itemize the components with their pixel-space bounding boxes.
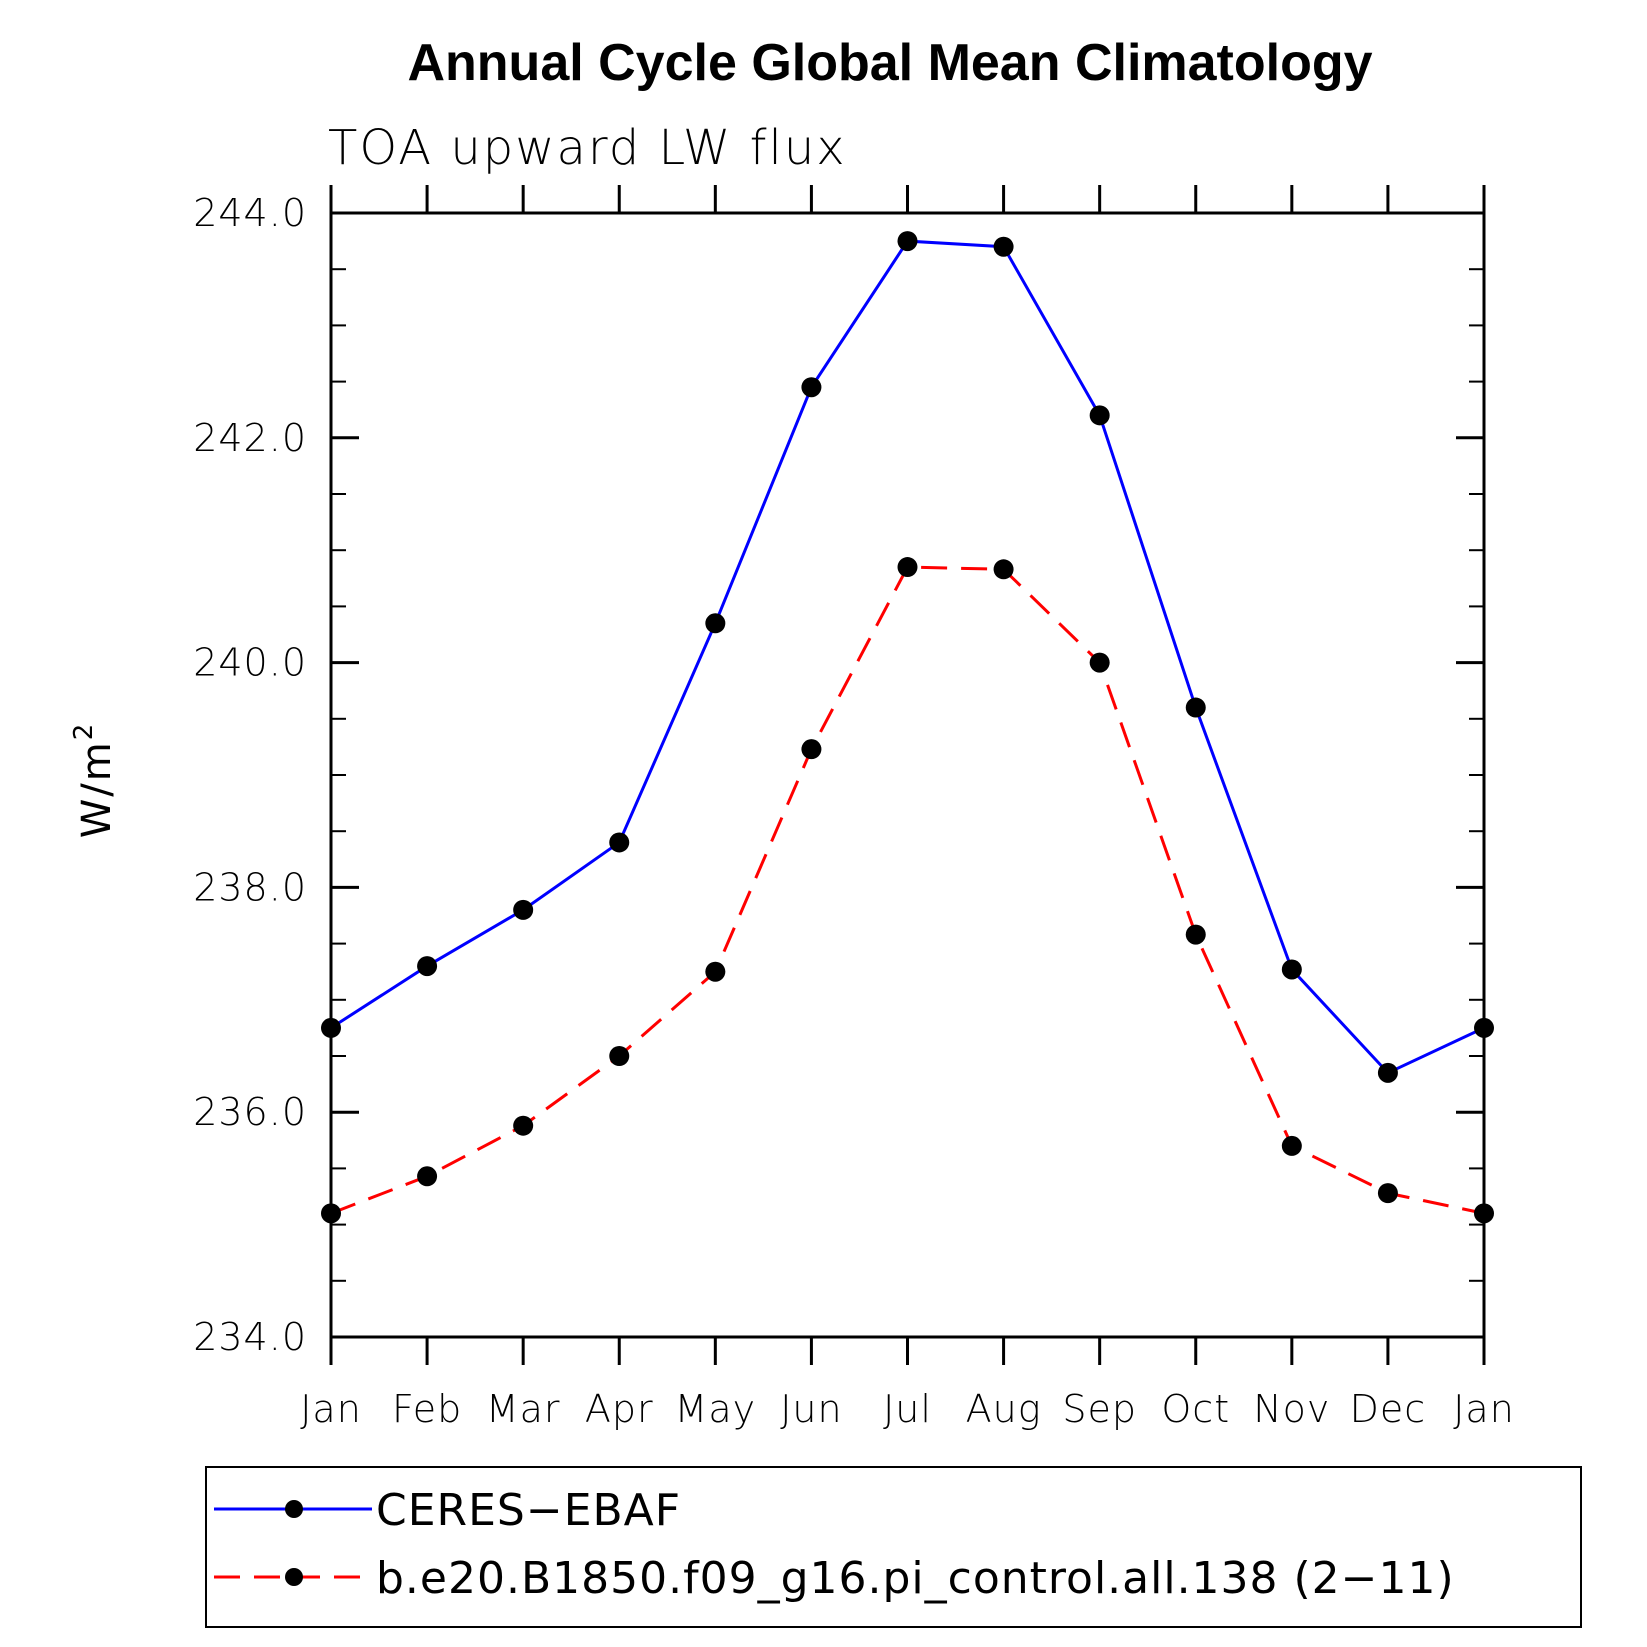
x-tick-label: Sep xyxy=(1062,1387,1137,1431)
x-tick-label: Aug xyxy=(966,1387,1042,1431)
series-2-point xyxy=(1185,924,1206,945)
series-1-point xyxy=(1089,405,1110,426)
series-2-point xyxy=(1377,1183,1398,1204)
series-2-point xyxy=(1474,1203,1494,1224)
legend-marker-series-1 xyxy=(285,1500,303,1518)
y-tick-label: 236.0 xyxy=(193,1090,307,1134)
series-1-point xyxy=(801,377,822,398)
x-tick-label: Feb xyxy=(392,1387,462,1431)
series-2-point xyxy=(897,557,918,578)
series-1-point xyxy=(1474,1017,1494,1038)
chart-subtitle: TOA upward LW flux xyxy=(328,120,847,176)
legend-label-series-2: b.e20.B1850.f09_g16.pi_control.all.138 (… xyxy=(376,1553,1455,1604)
series-1-point xyxy=(417,956,438,977)
series-2-point xyxy=(801,739,822,760)
x-axis: Jan Feb Mar Apr May Jun Jul Aug Sep Oct Nov Dec Jan xyxy=(300,185,1515,1431)
series-1-point xyxy=(321,1017,341,1038)
plot-frame xyxy=(329,211,1486,1339)
y-axis-label-sup: 2 xyxy=(69,722,99,741)
series-line-2 xyxy=(330,565,1485,1215)
x-tick-label: Jul xyxy=(883,1387,932,1431)
x-tick-label: Dec xyxy=(1350,1387,1427,1431)
series-1-point xyxy=(513,899,534,920)
series-1-point xyxy=(705,613,726,634)
legend-box xyxy=(205,1466,1582,1628)
series-2-point xyxy=(321,1203,341,1224)
y-tick-label: 234.0 xyxy=(193,1315,307,1359)
y-tick-label: 240.0 xyxy=(193,641,307,685)
series-1-point xyxy=(1281,959,1302,980)
y-axis-label: W/m2 xyxy=(69,722,120,839)
y-axis-label-main: W/m xyxy=(74,740,120,838)
x-tick-label: Apr xyxy=(585,1387,654,1431)
series-2-point xyxy=(513,1115,534,1136)
series-1-point xyxy=(993,236,1014,257)
x-tick-label: Nov xyxy=(1253,1387,1330,1431)
x-tick-label: Jan xyxy=(300,1387,362,1431)
x-tick-label: May xyxy=(675,1387,757,1431)
chart-title: Annual Cycle Global Mean Climatology xyxy=(407,34,1372,92)
series-1-point xyxy=(609,832,630,853)
series-layer xyxy=(321,231,1494,1224)
series-2-point xyxy=(417,1166,438,1187)
legend-label-series-1: CERES−EBAF xyxy=(376,1485,681,1536)
series-2-point xyxy=(609,1046,630,1066)
series-1-point xyxy=(1185,697,1206,718)
series-2-point xyxy=(1281,1135,1302,1156)
legend: CERES−EBAF b.e20.B1850.f09_g16.pi_contro… xyxy=(205,1466,1582,1628)
series-1-point xyxy=(897,231,918,252)
legend-marker-series-2 xyxy=(285,1568,303,1586)
x-tick-label: Jan xyxy=(1453,1387,1515,1431)
x-tick-label: Mar xyxy=(486,1387,561,1431)
series-line-1 xyxy=(330,239,1485,1075)
y-tick-label: 244.0 xyxy=(193,191,307,235)
x-tick-label: Jun xyxy=(780,1387,842,1431)
y-axis: 234.0 236.0 238.0 240.0 242.0 244.0 xyxy=(193,191,1484,1359)
x-tick-label: Oct xyxy=(1161,1387,1230,1431)
series-1-point xyxy=(1377,1062,1398,1083)
y-tick-label: 238.0 xyxy=(193,865,307,909)
y-tick-label: 242.0 xyxy=(193,416,307,460)
series-2-point xyxy=(705,961,726,982)
series-2-point xyxy=(1089,652,1110,673)
series-2-point xyxy=(993,559,1014,580)
